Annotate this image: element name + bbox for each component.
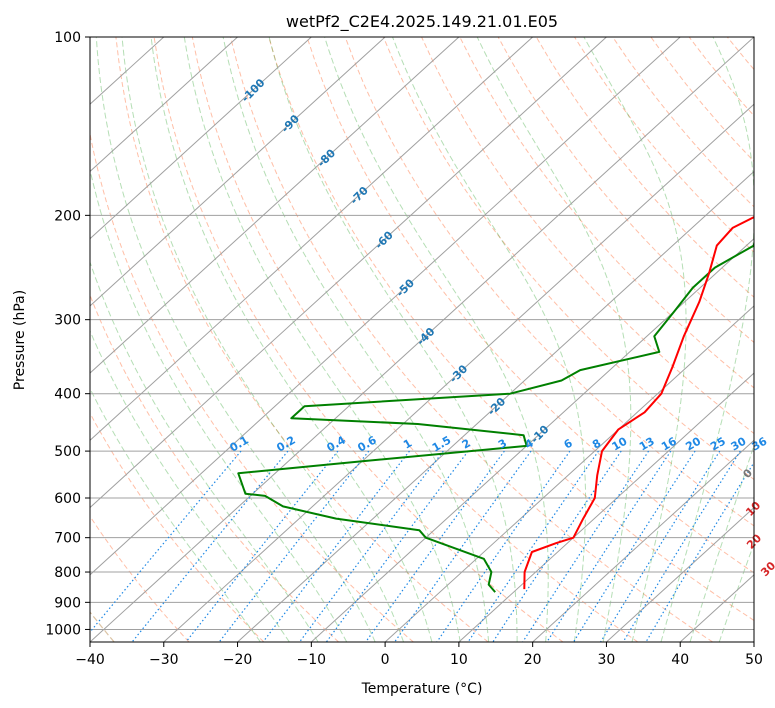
profile-layer [237, 215, 754, 593]
grid-layer [90, 37, 754, 642]
plot-frame [89, 36, 755, 643]
dewpoint-profile-line [237, 240, 754, 593]
x-tick-label: −20 [223, 652, 253, 668]
mixing-ratio-line [218, 450, 370, 642]
y-axis-label: Pressure (hPa) [12, 290, 28, 390]
y-tick-label: 700 [54, 531, 81, 547]
isotherm-line [606, 506, 754, 642]
isotherm-line [384, 305, 754, 642]
dry-adiabat [344, 37, 754, 527]
dry-adiabat [90, 412, 265, 642]
isotherm-line [90, 37, 386, 307]
x-tick-label: 20 [524, 652, 542, 668]
isotherm-line [90, 37, 681, 576]
isotherm-line [90, 37, 460, 374]
moist-adiabat [95, 37, 376, 642]
moist-adiabat [90, 329, 290, 642]
mixing-ratio-line [522, 450, 650, 642]
moist-adiabat [121, 37, 405, 642]
moist-adiabat [583, 37, 687, 642]
y-tick-label: 400 [54, 387, 81, 403]
y-tick-label: 300 [54, 313, 81, 329]
y-tick-label: 600 [54, 491, 81, 507]
y-tick-label: 1000 [45, 622, 81, 638]
mixing-ratio-line [436, 450, 571, 642]
mixing-ratio-line [645, 461, 754, 642]
isotherm-line [310, 237, 754, 642]
mixing-ratio-line [492, 450, 622, 642]
isotherm-line [90, 37, 754, 642]
x-tick-label: 30 [598, 652, 616, 668]
dry-adiabat [382, 37, 754, 481]
y-tick-label: 200 [54, 208, 81, 224]
moist-adiabat [150, 37, 433, 642]
x-tick-label: −10 [297, 652, 327, 668]
isotherm-line [90, 37, 534, 442]
mixing-ratio-line [600, 450, 721, 642]
mixing-ratio-line [90, 450, 242, 633]
mixing-ratio-line [622, 450, 741, 642]
x-tick-label: 50 [745, 652, 763, 668]
moist-adiabat [90, 167, 348, 642]
x-axis-ticks: −40 −30 −20 −10 0 10 20 30 40 50 [75, 642, 763, 668]
isotherm-line [90, 37, 312, 240]
y-tick-label: 100 [54, 30, 81, 46]
isotherm-line [458, 372, 754, 642]
x-tick-label: 0 [381, 652, 390, 668]
isotherm-line [90, 37, 238, 173]
x-tick-label: 40 [671, 652, 689, 668]
moist-adiabat [392, 37, 587, 642]
temperature-profile-line [523, 215, 754, 590]
mixing-ratio-line [467, 450, 599, 642]
y-tick-label: 500 [54, 444, 81, 460]
y-tick-label: 900 [54, 595, 81, 611]
dry-adiabat [421, 37, 754, 435]
moist-adiabat [476, 37, 632, 642]
x-tick-label: −30 [149, 652, 179, 668]
mixing-ratio-line [185, 450, 339, 642]
isotherm-line [163, 103, 754, 642]
isotherm-line [90, 37, 607, 509]
dry-adiabat [90, 293, 339, 642]
moist-adiabat [90, 387, 261, 642]
moist-adiabat [324, 37, 549, 642]
chart-title: wetPf2_C2E4.2025.149.21.01.E05 [286, 12, 558, 32]
moist-adiabat [689, 443, 754, 642]
moist-adiabat [660, 37, 754, 642]
dry-adiabat [459, 37, 754, 389]
x-axis-label: Temperature (°C) [361, 681, 483, 697]
moist-adiabat-label: 40 [772, 587, 775, 607]
x-tick-label: 10 [450, 652, 468, 668]
dry-adiabat [268, 37, 754, 622]
moist-adiabat [90, 260, 319, 642]
moist-adiabat [268, 37, 518, 642]
x-tick-label: −40 [75, 652, 105, 668]
dry-adiabat [306, 37, 754, 574]
isotherm-line [237, 170, 754, 642]
mixing-ratio-line [325, 450, 469, 642]
y-axis-ticks: 100 200 300 400 500 600 700 800 900 1000 [45, 30, 90, 638]
dry-adiabat [535, 37, 754, 298]
isotherm-line [532, 439, 754, 642]
dry-adiabat [153, 37, 564, 642]
y-tick-label: 800 [54, 565, 81, 581]
dry-adiabat [497, 37, 754, 344]
moist-adiabat [183, 37, 461, 642]
dry-adiabat [115, 37, 489, 642]
dry-adiabat [191, 37, 639, 642]
